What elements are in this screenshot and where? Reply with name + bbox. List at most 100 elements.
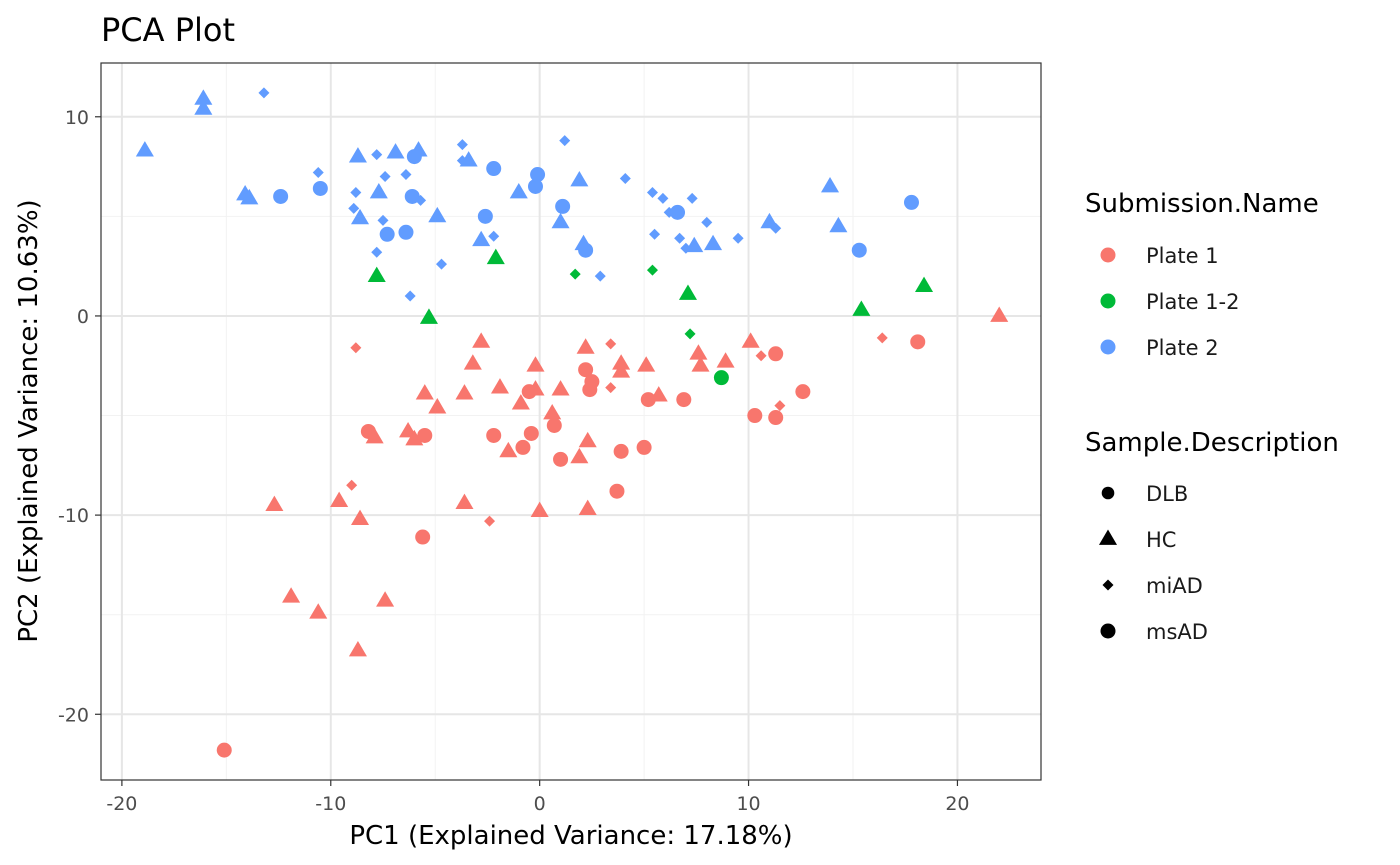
plot-panel-border (100, 62, 1042, 781)
point-plate-2-triangle (472, 230, 491, 247)
point-plate-1-triangle (472, 332, 491, 348)
point-plate-1-circle (578, 362, 594, 378)
point-plate-1-circle (546, 417, 562, 433)
point-plate-2-diamond (674, 232, 686, 244)
point-plate-1-triangle (689, 344, 708, 360)
point-plate-2-triangle (428, 206, 447, 223)
point-plate-2-triangle (409, 141, 428, 157)
point-plate-1-circle (676, 392, 692, 408)
point-plate-1-2-triangle (852, 300, 871, 316)
y-tick-label: 0 (77, 306, 89, 328)
point-plate-2-diamond (371, 246, 383, 258)
point-plate-2-diamond (646, 186, 658, 198)
point-plate-2-diamond (770, 222, 782, 234)
point-plate-2-circle (851, 242, 867, 258)
point-plate-1-diamond (484, 515, 496, 527)
point-plate-1-triangle (543, 404, 562, 420)
point-plate-2-diamond (456, 139, 468, 151)
legend-key-color (1100, 293, 1116, 309)
point-plate-2-circle (273, 188, 289, 204)
point-plate-2-triangle (570, 171, 589, 187)
point-plate-2-diamond (371, 149, 383, 161)
y-axis-title: PC2 (Explained Variance: 10.63%) (14, 199, 44, 642)
point-plate-2-triangle (194, 89, 213, 105)
legend-label-color: Plate 1 (1146, 244, 1219, 268)
x-tick-label: 10 (736, 793, 760, 815)
point-plate-1-circle (417, 427, 433, 443)
point-plate-1-triangle (551, 380, 570, 396)
point-plate-2-diamond (657, 192, 669, 204)
point-plate-2-circle (555, 198, 571, 214)
point-plate-2-circle (379, 226, 395, 242)
color-legend: Submission.Name Plate 1 Plate 1-2 Plate 2 (1085, 189, 1319, 360)
point-plate-1-diamond (346, 479, 358, 491)
x-axis-title: PC1 (Explained Variance: 17.18%) (349, 821, 792, 851)
point-plate-2-triangle (551, 212, 570, 229)
point-plate-1-circle (795, 384, 811, 400)
point-plate-1-circle (553, 451, 569, 467)
legend-key-shape (1100, 623, 1116, 639)
point-plate-2-circle (530, 167, 546, 183)
legend-label-color: Plate 1-2 (1146, 290, 1240, 314)
point-plate-1-circle (768, 346, 784, 362)
point-plate-2-triangle (350, 208, 370, 225)
point-plate-1-triangle (612, 362, 631, 378)
point-plate-2-triangle (820, 176, 840, 193)
point-plate-1-triangle (526, 380, 545, 396)
legend-label-shape: HC (1146, 528, 1176, 552)
point-plate-1-2-triangle (419, 308, 438, 324)
point-plate-2-diamond (258, 87, 270, 99)
legend-label-color: Plate 2 (1146, 336, 1219, 360)
point-plate-1-diamond (605, 382, 617, 394)
point-plate-1-diamond (755, 350, 767, 362)
point-plate-2-triangle (386, 143, 405, 159)
x-tick-label: 20 (945, 793, 969, 815)
point-plate-1-triangle (350, 509, 370, 525)
y-tick-label: -20 (58, 704, 89, 726)
point-plate-1-triangle (265, 495, 284, 512)
point-plate-1-2-circle (713, 370, 729, 386)
point-plate-2-triangle (704, 234, 723, 251)
point-plate-1-circle (515, 439, 531, 455)
shape-legend: Sample.Description DLB HC miAD msAD (1085, 428, 1339, 644)
point-plate-1-2-triangle (486, 248, 505, 265)
point-plate-1-triangle (511, 394, 530, 410)
point-plate-1-triangle (428, 398, 447, 414)
point-plate-1-circle (636, 439, 652, 455)
legend-key-color (1100, 339, 1116, 355)
y-axis-ticks: -20 -10 0 10 (58, 107, 101, 726)
point-plate-2-circle (527, 178, 543, 194)
point-plate-1-triangle (637, 356, 656, 372)
point-plate-1-triangle (348, 641, 367, 657)
y-tick-label: -10 (58, 505, 89, 527)
point-plate-1-2-diamond (684, 328, 696, 340)
shape-legend-title: Sample.Description (1085, 428, 1339, 458)
point-plate-2-diamond (488, 230, 500, 242)
point-plate-1-triangle (530, 501, 549, 518)
point-plate-1-2-triangle (678, 284, 698, 300)
point-plate-1-triangle (578, 499, 597, 516)
point-plate-1-triangle (716, 352, 735, 368)
point-plate-2-diamond (732, 232, 744, 244)
point-plate-1-circle (216, 742, 232, 758)
point-plate-1-triangle (455, 493, 474, 510)
point-plate-1-circle (640, 392, 656, 408)
point-plate-2-circle (903, 194, 919, 210)
point-plate-2-triangle (685, 236, 704, 253)
point-plate-2-diamond (404, 290, 416, 302)
point-plate-2-diamond (400, 169, 412, 181)
point-plate-1-triangle (365, 427, 384, 444)
point-plate-2-circle (477, 208, 493, 224)
point-plate-1-triangle (415, 384, 434, 400)
legend-label-shape: msAD (1146, 620, 1208, 644)
legend-key-shape (1102, 579, 1114, 591)
point-plate-2-triangle (194, 99, 213, 115)
point-plate-2-diamond (559, 135, 571, 147)
x-tick-label: -10 (315, 793, 346, 815)
point-plate-1-2-diamond (646, 264, 658, 276)
point-plate-2-triangle (348, 147, 367, 163)
point-plate-1-triangle (405, 429, 424, 446)
point-plate-2-triangle (829, 216, 848, 233)
data-points (135, 87, 1009, 758)
